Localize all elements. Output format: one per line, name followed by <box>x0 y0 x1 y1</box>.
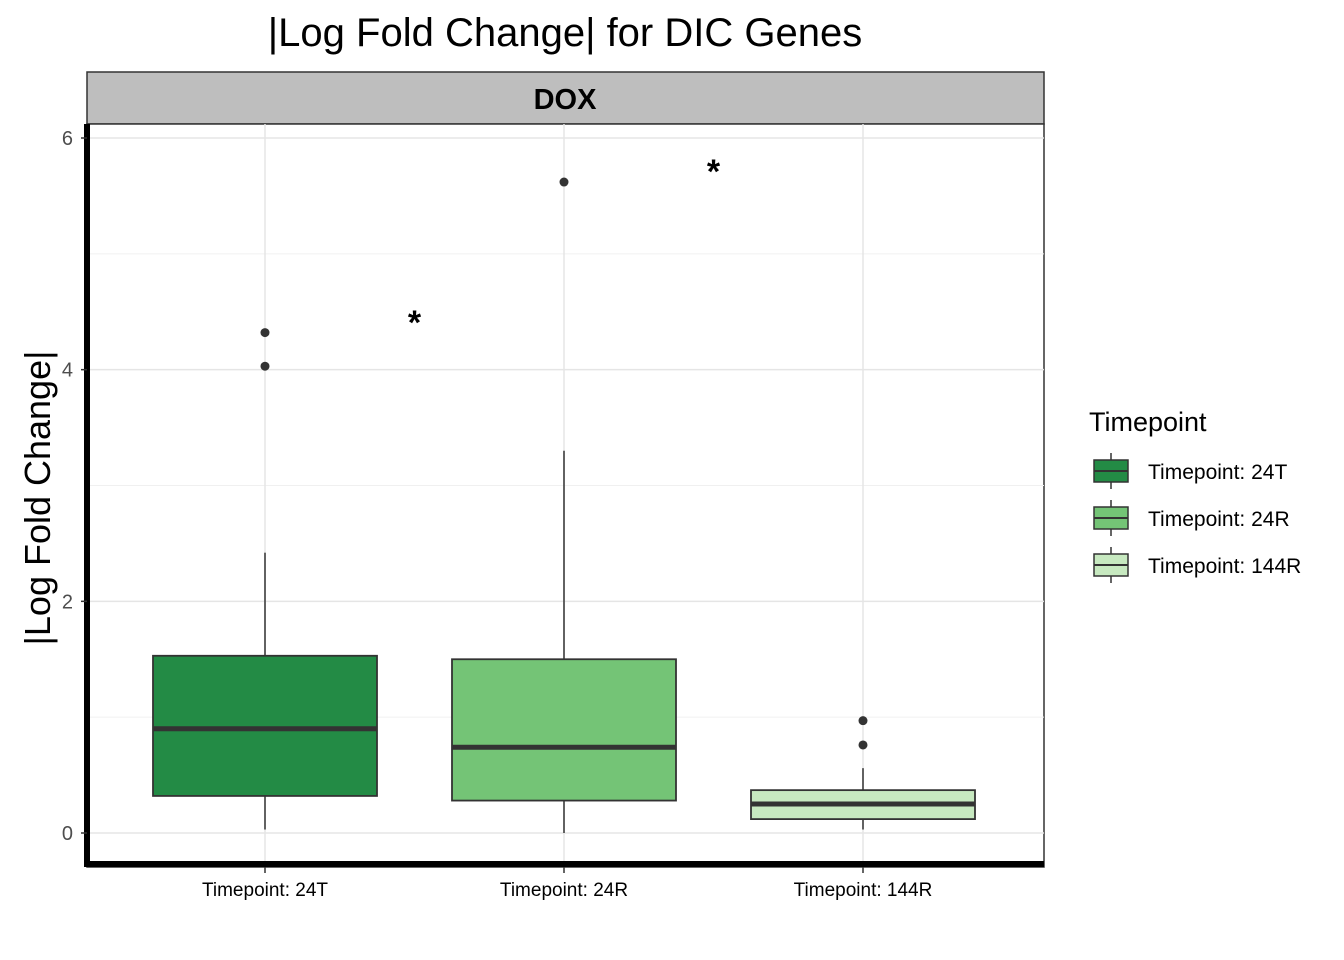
box-1 <box>152 328 378 830</box>
chart-title: |Log Fold Change| for DIC Genes <box>268 11 862 55</box>
facet-strip <box>86 71 1045 125</box>
x-tick-label: Timepoint: 24R <box>500 880 628 901</box>
y-tick-label: 2 <box>62 591 73 613</box>
legend-label: Timepoint: 24R <box>1148 508 1290 531</box>
box-series <box>152 177 976 833</box>
x-axis: Timepoint: 24T Timepoint: 24R Timepoint: 1… <box>202 867 932 901</box>
legend-label: Timepoint: 144R <box>1148 555 1301 578</box>
x-tick-label: Timepoint: 144R <box>794 880 933 901</box>
legend-title: Timepoint <box>1089 407 1207 437</box>
y-axis-label: |Log Fold Change| <box>17 351 58 646</box>
facet-strip-label: DOX <box>534 84 598 116</box>
y-tick-label: 4 <box>62 360 73 382</box>
significance-marker: * <box>707 153 721 191</box>
y-tick-label: 6 <box>62 128 73 150</box>
box-body <box>152 654 378 797</box>
outlier-point <box>858 716 868 726</box>
legend-label: Timepoint: 24T <box>1148 461 1287 484</box>
outlier-point <box>260 328 270 338</box>
y-tick-label: 0 <box>62 823 73 845</box>
outlier-point <box>260 361 270 371</box>
outlier-point <box>858 740 868 750</box>
legend: Timepoint Timepoint: 24T Timepoint: 24R Ti… <box>1089 407 1301 583</box>
outlier-point <box>559 177 569 187</box>
box-body <box>451 658 677 802</box>
annotations: ** <box>408 153 721 342</box>
y-axis: 0 2 4 6 <box>62 128 87 845</box>
box-3 <box>750 716 976 830</box>
significance-marker: * <box>408 304 422 342</box>
legend-item-2: Timepoint: 24R <box>1093 500 1290 536</box>
legend-item-3: Timepoint: 144R <box>1093 547 1301 583</box>
x-tick-label: Timepoint: 24T <box>202 880 328 901</box>
box-2 <box>451 177 677 833</box>
legend-item-1: Timepoint: 24T <box>1093 453 1287 489</box>
